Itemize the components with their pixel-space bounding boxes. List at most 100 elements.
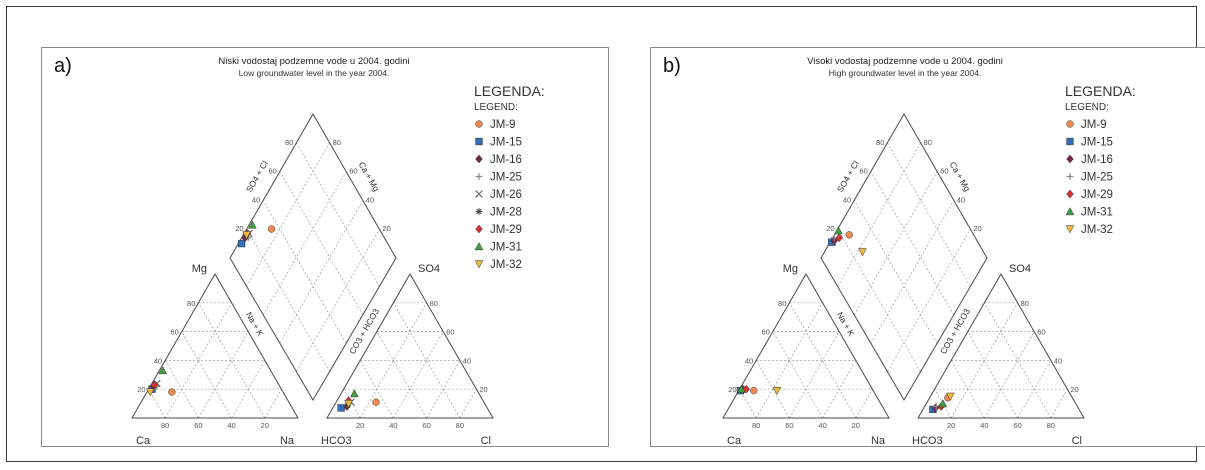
legend-item-label: JM-29 xyxy=(1081,189,1113,201)
legend-marker xyxy=(474,260,484,269)
tick-label: 60 xyxy=(268,167,276,176)
grid-line xyxy=(262,171,347,315)
tick-label: 40 xyxy=(980,421,988,430)
piper-diagram-a: 80 60 40 20 20 40 60 80 20 40 60 80 20 40 60 80 20 40 60 80… xyxy=(54,55,545,446)
legend-title: LEGENDA: xyxy=(474,83,545,99)
legend-item-label: JM-26 xyxy=(490,189,522,201)
tick-label: 40 xyxy=(463,356,471,365)
cation-point xyxy=(168,388,176,396)
grid-line xyxy=(870,200,955,344)
tick-label: 20 xyxy=(1070,385,1078,394)
legend-marker xyxy=(1066,173,1074,180)
diamond-point xyxy=(845,231,853,239)
cation-point xyxy=(750,386,758,395)
central-diamond xyxy=(820,112,988,401)
diamond-point xyxy=(267,225,276,233)
so4-label: SO4 xyxy=(1009,263,1031,275)
anion-point xyxy=(350,389,359,398)
piper-panel-b: 80 60 40 20 20 40 60 80 20 40 60 80 20 40 60 80 20 40 60 80… xyxy=(650,47,1205,447)
na-label: Na xyxy=(280,435,295,446)
tick-label: 80 xyxy=(1047,421,1055,430)
legend: LEGENDA: LEGEND: JM-9 JM-15 JM-16 JM-25 JM-26 J… xyxy=(474,83,545,271)
anion-triangle xyxy=(326,272,494,419)
tick-label: 60 xyxy=(349,167,357,176)
so4-cl-axis-label: SO4 + Cl xyxy=(835,159,861,194)
anion-point xyxy=(372,398,380,406)
legend-marker xyxy=(475,120,483,128)
tick-label: 20 xyxy=(973,224,981,233)
grid-line xyxy=(1050,389,1068,419)
grid-line xyxy=(950,360,985,419)
grid-line xyxy=(262,200,347,344)
diamond-point xyxy=(858,248,867,257)
so4-label: SO4 xyxy=(418,263,440,275)
chart-title: Niski vodostaj podzemne vode u 2004. god… xyxy=(218,56,409,67)
grid-line xyxy=(198,331,249,419)
tick-label: 60 xyxy=(446,328,454,337)
panel-label: a) xyxy=(54,55,72,77)
tick-label: 40 xyxy=(818,421,826,430)
legend-marker xyxy=(1066,189,1074,199)
legend-marker xyxy=(1066,154,1074,164)
data-points xyxy=(145,220,380,412)
cl-label: Cl xyxy=(1072,435,1082,446)
legend-marker xyxy=(475,154,483,164)
legend-subtitle: LEGEND: xyxy=(1065,102,1109,113)
chart-title: Visoki vodostaj podzemne vode u 2004. go… xyxy=(807,56,1003,67)
tick-label: 80 xyxy=(333,138,341,147)
tick-label: 60 xyxy=(422,421,430,430)
cation-point xyxy=(145,388,155,397)
tick-label: 60 xyxy=(859,167,867,176)
grid-line xyxy=(181,331,232,419)
legend-item-label: JM-29 xyxy=(490,224,522,236)
legend-marker xyxy=(475,208,483,215)
tick-label: 60 xyxy=(170,328,178,337)
grid-line xyxy=(359,360,394,419)
legend-marker xyxy=(1066,137,1074,146)
tick-label: 60 xyxy=(194,421,202,430)
legend-item-label: JM-32 xyxy=(1081,224,1113,236)
legend: LEGENDA: LEGEND: JM-9 JM-15 JM-16 JM-25 JM-29 J… xyxy=(1065,83,1136,236)
tick-label: 40 xyxy=(366,195,374,204)
grid-line xyxy=(887,229,971,372)
diamond-point xyxy=(835,233,843,243)
anion-point xyxy=(344,399,353,409)
legend-item-label: JM-31 xyxy=(490,242,522,254)
so4-cl-axis-label: SO4 + Cl xyxy=(244,159,270,194)
ca-label: Ca xyxy=(136,435,151,446)
grid-line xyxy=(296,229,380,372)
legend-title: LEGENDA: xyxy=(1065,83,1136,99)
tick-label: 80 xyxy=(456,421,464,430)
legend-marker xyxy=(475,190,483,198)
tick-label: 20 xyxy=(356,421,364,430)
anion-triangle xyxy=(917,272,1085,419)
legend-item-label: JM-32 xyxy=(490,259,522,271)
legend-item-label: JM-28 xyxy=(490,207,522,219)
co3-hco3-axis-label: CO3 + HCO3 xyxy=(938,307,972,356)
ca-mg-axis-label: Ca + Mg xyxy=(948,160,973,193)
grid-line xyxy=(837,229,921,372)
tick-label: 60 xyxy=(1013,421,1021,430)
grid-line xyxy=(772,331,823,419)
tick-label: 20 xyxy=(826,224,834,233)
tick-label: 40 xyxy=(745,356,753,365)
cation-point xyxy=(772,386,782,396)
legend-marker xyxy=(1065,225,1075,234)
grid-line xyxy=(279,171,364,315)
tick-label: 80 xyxy=(778,299,786,308)
figure-frame: 80 60 40 20 20 40 60 80 20 40 60 80 20 40 60 80 20 40 60 80… xyxy=(6,6,1205,462)
tick-label: 40 xyxy=(154,356,162,365)
grid-line xyxy=(853,200,938,344)
anion-point xyxy=(946,392,955,401)
tick-label: 20 xyxy=(947,421,955,430)
legend-marker xyxy=(1065,207,1075,216)
grid-line xyxy=(855,389,873,419)
grid-line xyxy=(853,171,938,315)
grid-line xyxy=(984,331,1035,419)
tick-label: 40 xyxy=(252,195,260,204)
diamond-point xyxy=(248,220,257,229)
tick-label: 20 xyxy=(137,385,145,394)
mg-label: Mg xyxy=(783,263,798,275)
piper-diagram-b: 80 60 40 20 20 40 60 80 20 40 60 80 20 40 60 80 20 40 60 80… xyxy=(663,55,1136,446)
tick-label: 40 xyxy=(227,421,235,430)
